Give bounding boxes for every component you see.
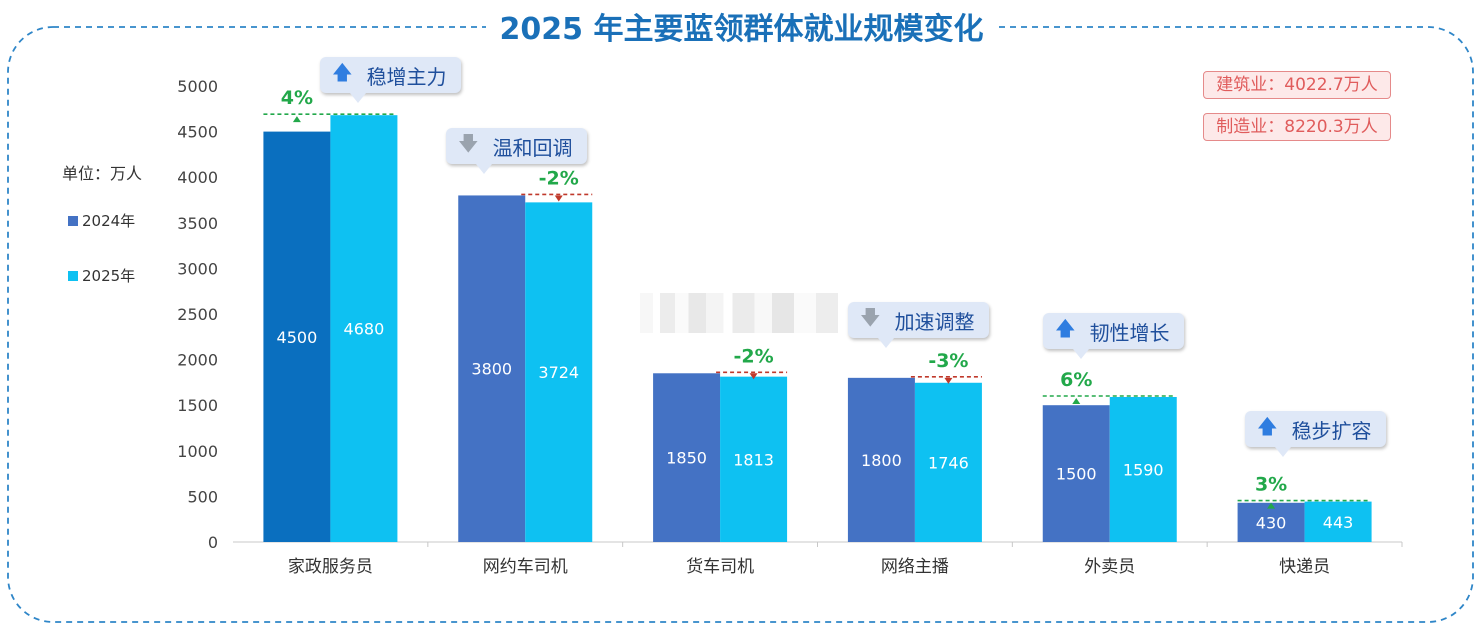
data-label-2025: 1746 xyxy=(928,453,969,472)
legend-label-2024: 2024年 xyxy=(82,212,136,230)
legend-swatch-2025 xyxy=(68,270,78,281)
chart-title: 2025 年主要蓝领群体就业规模变化 xyxy=(485,12,998,47)
bar-2025 xyxy=(720,376,788,542)
legend-swatch-2024 xyxy=(68,215,78,226)
y-tick-label: 1000 xyxy=(177,442,218,461)
change-up-marker xyxy=(292,116,301,123)
x-tick-label: 家政服务员 xyxy=(288,557,373,577)
unit-label: 单位：万人 xyxy=(62,164,143,183)
bar-2025 xyxy=(914,382,982,542)
up-arrow-icon: 🡅 xyxy=(1055,316,1076,340)
callout-text: 稳步扩容 xyxy=(1291,418,1372,443)
callout-text: 温和回调 xyxy=(492,135,573,160)
change-percent-label: 4% xyxy=(281,87,313,109)
bar-2024 xyxy=(847,377,915,542)
y-tick-label: 2500 xyxy=(177,305,218,324)
x-tick-label: 网络主播 xyxy=(881,557,949,577)
x-tick-label: 外卖员 xyxy=(1084,557,1135,577)
legend-item-2024: 2024年 xyxy=(68,210,135,231)
note-manufacturing: 制造业：8220.3万人 xyxy=(1203,113,1391,141)
data-label-2025: 443 xyxy=(1323,513,1354,532)
bar-2024 xyxy=(653,373,721,542)
y-tick-label: 3000 xyxy=(177,259,218,278)
bar-2025 xyxy=(1304,501,1372,542)
change-percent-label: 6% xyxy=(1060,369,1092,391)
note-construction: 建筑业：4022.7万人 xyxy=(1203,71,1391,99)
data-label-2025: 1590 xyxy=(1123,460,1164,479)
change-percent-label: -3% xyxy=(928,350,968,372)
change-percent-label: 3% xyxy=(1255,474,1287,496)
callout-courier: 🡅 稳步扩容 xyxy=(1245,411,1386,457)
bar-2025 xyxy=(330,115,398,543)
bar-2024 xyxy=(458,195,526,542)
callout-text: 韧性增长 xyxy=(1089,320,1170,345)
up-arrow-icon: 🡅 xyxy=(1257,414,1278,438)
y-tick-label: 3500 xyxy=(177,214,218,233)
y-tick-label: 2000 xyxy=(177,351,218,370)
callout-food-delivery: 🡅 韧性增长 xyxy=(1043,313,1184,359)
y-tick-label: 1500 xyxy=(177,396,218,415)
x-tick-label: 货车司机 xyxy=(686,557,754,577)
callout-live-streamer: 🡇 加速调整 xyxy=(848,302,989,348)
x-tick-label: 网约车司机 xyxy=(483,557,568,577)
bar-2025 xyxy=(525,202,593,542)
data-label-2025: 1813 xyxy=(733,450,774,469)
bar-2025 xyxy=(1109,396,1177,542)
page-title: 2025 年主要蓝领群体就业规模变化 xyxy=(0,4,1483,48)
y-tick-label: 500 xyxy=(187,487,218,506)
data-label-2024: 1850 xyxy=(666,449,707,468)
change-up-marker xyxy=(1267,502,1276,509)
change-down-marker xyxy=(944,377,953,384)
change-up-marker xyxy=(1072,397,1081,404)
x-tick-label: 快递员 xyxy=(1279,557,1330,577)
legend-item-2025: 2025年 xyxy=(68,265,135,286)
data-label-2024: 3800 xyxy=(471,360,512,379)
change-percent-label: -2% xyxy=(539,167,579,189)
up-arrow-icon: 🡅 xyxy=(332,60,353,84)
data-label-2024: 430 xyxy=(1256,513,1287,532)
down-arrow-icon: 🡇 xyxy=(458,131,479,155)
callout-text: 稳增主力 xyxy=(366,64,447,89)
change-percent-label: -2% xyxy=(734,345,774,367)
data-label-2024: 1500 xyxy=(1056,465,1097,484)
y-tick-label: 4000 xyxy=(177,168,218,187)
y-tick-label: 4500 xyxy=(177,123,218,142)
change-down-marker xyxy=(749,373,758,380)
down-arrow-icon: 🡇 xyxy=(860,305,881,329)
legend-label-2025: 2025年 xyxy=(82,267,136,285)
bar-2024 xyxy=(1237,502,1305,542)
callout-domestic-service: 🡅 稳增主力 xyxy=(320,57,461,103)
y-tick-label: 5000 xyxy=(177,77,218,96)
obscured-region xyxy=(640,293,860,333)
bar-2024 xyxy=(1042,405,1110,542)
data-label-2024: 1800 xyxy=(861,451,902,470)
data-label-2025: 3724 xyxy=(538,363,579,382)
callout-text: 加速调整 xyxy=(894,309,975,334)
data-label-2025: 4680 xyxy=(344,320,385,339)
change-down-marker xyxy=(554,195,563,202)
y-tick-label: 0 xyxy=(208,533,218,552)
data-label-2024: 4500 xyxy=(277,328,318,347)
bar-2024 xyxy=(263,131,331,542)
callout-ride-hailing: 🡇 温和回调 xyxy=(446,128,587,174)
